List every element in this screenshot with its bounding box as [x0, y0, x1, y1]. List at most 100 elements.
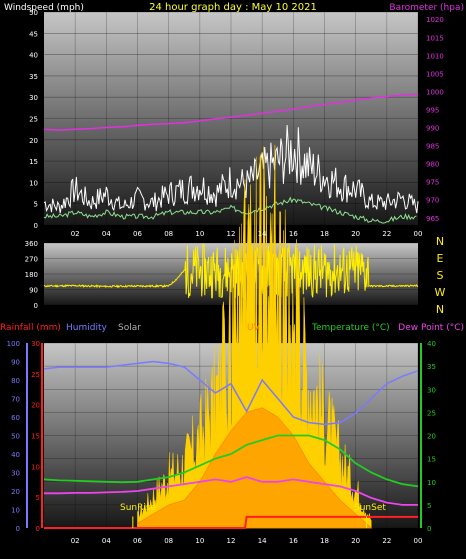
wind-x-tick-2: 06 — [133, 230, 142, 238]
solar-x-tick-11: 00 — [414, 537, 423, 545]
temp-y-tick-0: 0 — [427, 525, 431, 533]
dir-y-tick-4: 360 — [25, 240, 38, 248]
wind-y-tick-6: 30 — [29, 94, 38, 102]
dir-y-tick-1: 90 — [29, 287, 38, 295]
wind-y-tick-8: 40 — [29, 52, 38, 60]
temp-y-tick-2: 10 — [427, 479, 436, 487]
temp-y-tick-3: 15 — [427, 456, 436, 464]
solar-x-tick-8: 18 — [320, 537, 329, 545]
legend-humidity: Humidity — [66, 323, 107, 333]
humidity-y-tick-0: 0 — [16, 525, 20, 533]
dir-compass-label-3: W — [435, 286, 446, 299]
rain-y-tick-5: 25 — [31, 371, 40, 379]
solar-x-tick-0: 02 — [71, 537, 80, 545]
humidity-y-tick-7: 70 — [11, 396, 20, 404]
barometer-label-bg — [368, 0, 466, 12]
wind-gust-series — [43, 124, 419, 214]
uv-series — [137, 407, 373, 529]
baro-y-tick-3: 980 — [426, 161, 439, 169]
baro-y-tick-7: 1000 — [426, 88, 444, 96]
barometer-series — [43, 93, 419, 131]
humidity-y-tick-10: 100 — [7, 340, 20, 348]
wind-y-tick-5: 25 — [29, 116, 38, 124]
humidity-y-tick-4: 40 — [11, 451, 20, 459]
legend-rainfall: Rainfall (mm) — [0, 323, 61, 333]
baro-y-tick-10: 1015 — [426, 34, 444, 42]
humidity-y-tick-6: 60 — [11, 414, 20, 422]
windspeed-axis-label: Windspeed (mph) — [4, 3, 84, 13]
dir-compass-label-4: N — [436, 303, 444, 316]
barometer-axis-label: Barometer (hpa) — [389, 3, 464, 13]
wind-direction-series — [43, 243, 419, 299]
humidity-y-tick-1: 10 — [11, 507, 20, 515]
temp-y-tick-1: 5 — [427, 502, 431, 510]
temp-y-tick-4: 20 — [427, 433, 436, 441]
legend-dewpoint: Dew Point (°C) — [398, 323, 464, 333]
legend-temperature: Temperature (°C) — [311, 323, 390, 333]
dewpoint-series — [44, 476, 418, 506]
dir-y-tick-0: 0 — [34, 302, 38, 310]
rain-y-tick-1: 5 — [36, 494, 40, 502]
dir-y-tick-2: 180 — [25, 271, 38, 279]
wind-y-tick-7: 35 — [29, 73, 38, 81]
temperature-series — [43, 434, 419, 488]
wind-x-tick-11: 00 — [414, 230, 423, 238]
wind-y-tick-10: 50 — [29, 9, 38, 17]
baro-y-tick-8: 1005 — [426, 70, 444, 78]
wind-x-tick-0: 02 — [71, 230, 80, 238]
wind-y-tick-9: 45 — [29, 30, 38, 38]
baro-y-tick-5: 990 — [426, 125, 439, 133]
dir-compass-label-1: E — [437, 252, 444, 265]
rainfall-series — [44, 515, 418, 529]
wind-x-tick-6: 14 — [258, 230, 267, 238]
solar-x-tick-1: 04 — [102, 537, 111, 545]
windspeed-label-bg — [0, 0, 115, 12]
baro-y-tick-11: 1020 — [426, 16, 444, 24]
rain-y-tick-6: 30 — [31, 340, 40, 348]
rain-y-tick-3: 15 — [31, 433, 40, 441]
rain-y-tick-4: 20 — [31, 402, 40, 410]
rain-y-tick-2: 10 — [31, 463, 40, 471]
chart-title: 24 hour graph day : May 10 2021 — [149, 2, 317, 13]
humidity-y-tick-2: 20 — [11, 488, 20, 496]
baro-y-tick-4: 985 — [426, 143, 439, 151]
temp-y-tick-7: 35 — [427, 363, 436, 371]
dir-compass-label-0: N — [436, 235, 444, 248]
wind-y-tick-3: 15 — [29, 158, 38, 166]
sunset-label: SunSet — [354, 503, 386, 513]
humidity-series — [43, 360, 419, 426]
temp-y-tick-5: 25 — [427, 409, 436, 417]
wind-x-tick-8: 18 — [320, 230, 329, 238]
dir-y-tick-3: 270 — [25, 256, 38, 264]
rain-y-tick-0: 0 — [36, 525, 40, 533]
baro-y-tick-6: 995 — [426, 106, 439, 114]
humidity-y-tick-9: 90 — [11, 359, 20, 367]
baro-y-tick-1: 970 — [426, 197, 439, 205]
wind-average-series — [43, 196, 417, 224]
wind-x-tick-1: 04 — [102, 230, 111, 238]
solar-x-tick-9: 20 — [351, 537, 360, 545]
solar-x-tick-2: 06 — [133, 537, 142, 545]
wind-y-tick-1: 5 — [34, 201, 38, 209]
wind-x-tick-10: 22 — [382, 230, 391, 238]
solar-x-tick-4: 10 — [195, 537, 204, 545]
dir-compass-label-2: S — [437, 269, 444, 282]
sunrise-label: SunRise — [120, 503, 157, 513]
wind-x-tick-9: 20 — [351, 230, 360, 238]
wind-x-tick-3: 08 — [164, 230, 173, 238]
temp-y-tick-8: 40 — [427, 340, 436, 348]
wind-y-tick-4: 20 — [29, 137, 38, 145]
wind-y-tick-2: 10 — [29, 179, 38, 187]
solar-x-tick-5: 12 — [227, 537, 236, 545]
legend-uv: UV — [247, 323, 261, 333]
humidity-y-tick-3: 30 — [11, 470, 20, 478]
baro-y-tick-2: 975 — [426, 179, 439, 187]
baro-y-tick-0: 965 — [426, 215, 439, 223]
humidity-y-tick-8: 80 — [11, 377, 20, 385]
wind-x-tick-7: 16 — [289, 230, 298, 238]
solar-x-tick-7: 16 — [289, 537, 298, 545]
temp-y-tick-6: 30 — [427, 386, 436, 394]
humidity-y-tick-5: 50 — [11, 433, 20, 441]
